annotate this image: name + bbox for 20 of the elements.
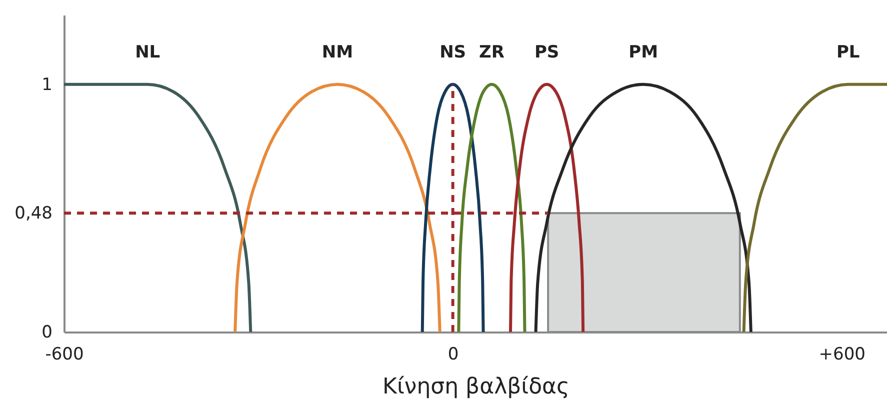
series-label: PS [534,42,560,62]
x-tick-label: +600 [818,344,866,364]
x-tick-label: -600 [45,344,84,364]
y-tick-label: 0 [42,322,52,342]
series-label: NL [135,42,160,62]
series-label: NS [440,42,466,62]
line-series [534,82,752,334]
line-series [457,82,526,334]
x-tick-label: 0 [448,344,459,364]
line-series [234,82,442,334]
x-axis-title: Κίνηση βαλβίδας [382,374,570,400]
series-label: PM [628,42,658,62]
y-tick-label: 0,48 [14,204,52,224]
line-series [62,82,252,334]
series-label: PL [836,42,860,62]
series-label: NM [322,42,354,62]
line-series [742,82,887,334]
y-tick-label: 1 [42,74,52,95]
series-label: ZR [478,42,504,62]
line-series [420,82,485,334]
